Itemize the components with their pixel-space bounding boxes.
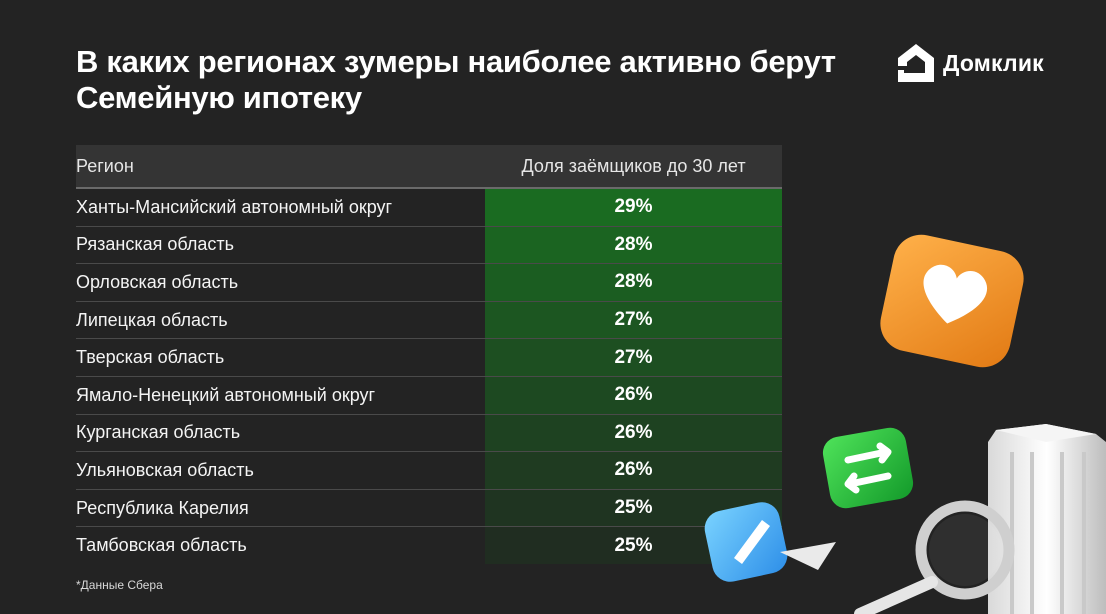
region-table: Регион Доля заёмщиков до 30 лет Ханты-Ма… xyxy=(76,145,782,564)
table-row: Республика Карелия 25% xyxy=(76,489,782,528)
table-header: Регион Доля заёмщиков до 30 лет xyxy=(76,145,782,189)
region-name: Ямало-Ненецкий автономный округ xyxy=(76,384,376,405)
logo-text: Домклик xyxy=(943,49,1044,76)
table-row: Курганская область 26% xyxy=(76,414,782,453)
decorative-illustration xyxy=(704,234,1106,614)
share-value: 26% xyxy=(485,414,782,452)
region-name: Тамбовская область xyxy=(76,535,247,556)
column-header-share: Доля заёмщиков до 30 лет xyxy=(521,155,746,176)
region-name: Липецкая область xyxy=(76,309,228,330)
pencil-icon xyxy=(704,502,836,582)
region-name: Курганская область xyxy=(76,422,241,443)
domclick-logo: Домклик xyxy=(896,42,1044,84)
share-value: 28% xyxy=(485,264,782,301)
region-name: Тверская область xyxy=(76,347,225,368)
table-row: Ханты-Мансийский автономный округ 29% xyxy=(76,189,782,227)
table-row: Ульяновская область 26% xyxy=(76,452,782,490)
region-name: Ханты-Мансийский автономный округ xyxy=(76,196,393,217)
region-name: Орловская область xyxy=(76,271,239,292)
domclick-logo-icon xyxy=(898,44,934,82)
share-value: 28% xyxy=(485,226,782,264)
table-row: Липецкая область 27% xyxy=(76,301,782,340)
region-name: Рязанская область xyxy=(76,234,235,255)
footnote: *Данные Сбера xyxy=(76,578,163,592)
column-header-region: Регион xyxy=(76,155,134,176)
magnifier-icon xyxy=(854,500,1015,614)
table-row: Рязанская область 28% xyxy=(76,226,782,265)
building-icon xyxy=(988,424,1106,614)
share-value: 27% xyxy=(485,339,782,376)
table-row: Тверская область 27% xyxy=(76,339,782,377)
table-row: Ямало-Ненецкий автономный округ 26% xyxy=(76,376,782,415)
share-value: 26% xyxy=(485,376,782,414)
table-row: Орловская область 28% xyxy=(76,264,782,302)
table-row: Тамбовская область 25% xyxy=(76,527,782,564)
heart-icon xyxy=(880,234,1024,368)
share-value: 26% xyxy=(485,452,782,489)
region-name: Республика Карелия xyxy=(76,497,249,518)
page-title: В каких регионах зумеры наиболее активно… xyxy=(76,44,836,115)
table-body: Ханты-Мансийский автономный округ 29% Ряза… xyxy=(76,189,782,564)
region-name: Ульяновская область xyxy=(76,459,254,480)
swap-arrows-icon xyxy=(822,427,914,509)
share-value: 29% xyxy=(485,189,782,226)
share-value: 27% xyxy=(485,301,782,339)
